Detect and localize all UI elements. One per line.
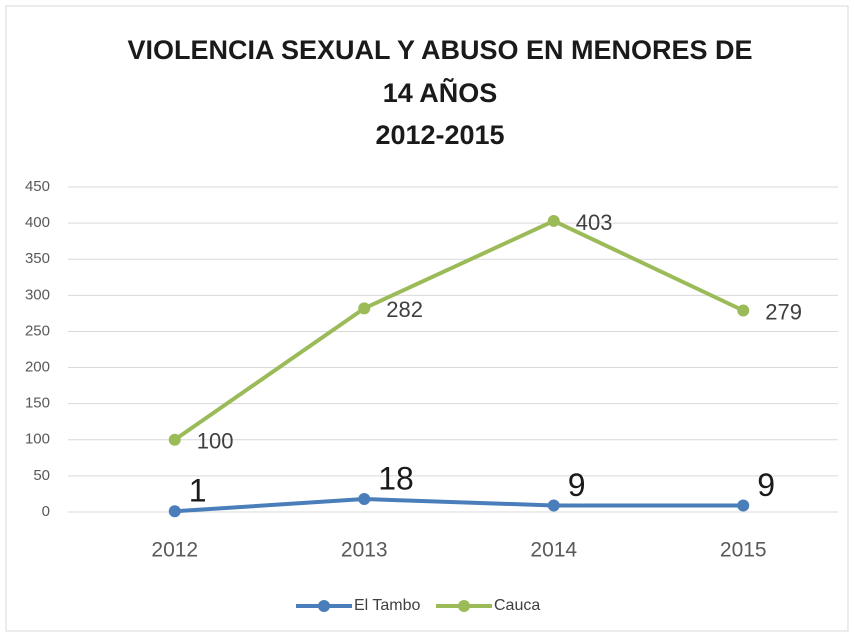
series-line: [173, 218, 745, 442]
y-tick-label: 150: [25, 395, 50, 412]
data-label: 403: [576, 210, 613, 235]
legend-marker: [318, 600, 330, 612]
y-tick-label: 400: [25, 214, 50, 231]
legend-label: Cauca: [494, 597, 540, 614]
data-point: [547, 214, 560, 227]
y-tick-label: 0: [42, 503, 50, 520]
y-tick-label: 100: [25, 431, 50, 448]
y-tick-label: 450: [25, 178, 50, 195]
y-tick-label: 50: [33, 467, 50, 484]
data-label: 1: [189, 473, 207, 509]
y-tick-label: 250: [25, 322, 50, 339]
x-tick-label: 2014: [530, 539, 577, 562]
legend-label: El Tambo: [354, 597, 421, 614]
y-tick-label: 300: [25, 286, 50, 303]
series-line: [174, 497, 744, 514]
data-label: 100: [197, 429, 234, 454]
data-point: [168, 433, 181, 446]
data-label: 282: [386, 297, 423, 322]
x-tick-label: 2012: [151, 539, 198, 562]
x-tick-label: 2013: [341, 539, 388, 562]
x-tick-label: 2015: [720, 539, 767, 562]
legend-marker: [458, 600, 470, 612]
data-label: 9: [568, 467, 586, 503]
chart-title: 14 AÑOS: [383, 77, 498, 108]
data-point: [358, 302, 371, 315]
data-point: [358, 493, 371, 505]
y-tick-label: 350: [25, 250, 50, 267]
data-point: [737, 304, 750, 317]
chart-title: VIOLENCIA SEXUAL Y ABUSO EN MENORES DE: [127, 35, 752, 65]
data-label: 18: [378, 460, 414, 496]
chart-frame: [5, 5, 849, 632]
data-point: [547, 499, 560, 512]
data-label: 279: [765, 299, 802, 324]
data-point: [168, 505, 181, 518]
data-label: 9: [757, 467, 775, 503]
chart-title: 2012-2015: [375, 120, 504, 150]
y-tick-label: 200: [25, 359, 50, 376]
data-point: [737, 499, 750, 512]
